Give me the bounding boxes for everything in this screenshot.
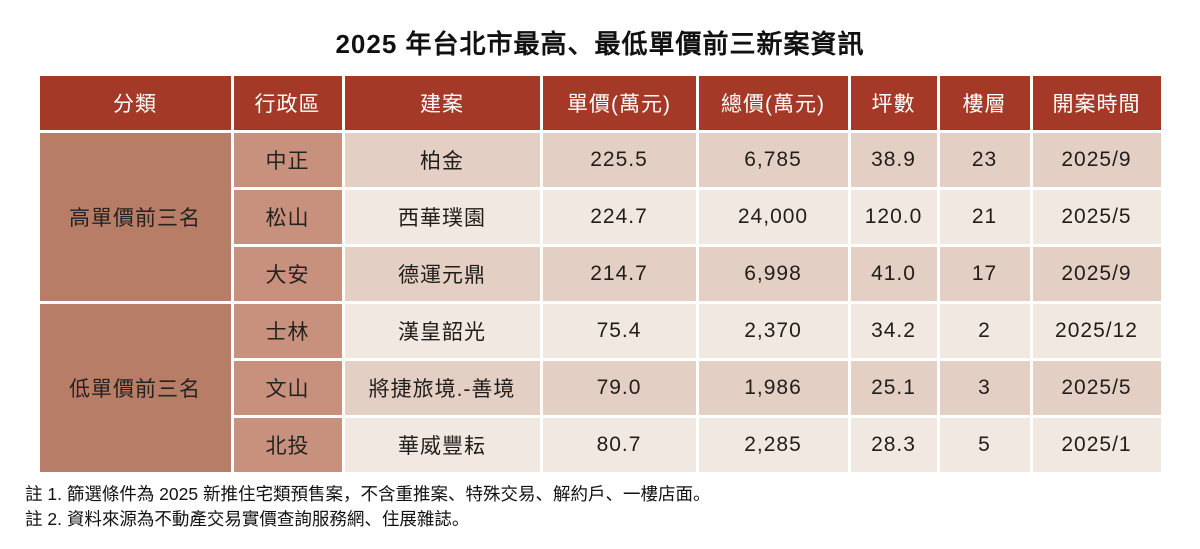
cell-district: 中正 xyxy=(230,130,345,190)
cell-district: 文山 xyxy=(230,358,345,418)
cell-launch-date: 2025/5 xyxy=(1029,187,1164,247)
header-cell-area: 坪數 xyxy=(847,73,940,133)
page-title: 2025 年台北市最高、最低單價前三新案資訊 xyxy=(335,29,865,59)
cell-floor: 17 xyxy=(936,244,1033,304)
cell-total-price: 6,998 xyxy=(695,244,851,304)
cell-unit-price: 79.0 xyxy=(539,358,699,418)
cell-launch-date: 2025/9 xyxy=(1029,244,1164,304)
cell-district: 北投 xyxy=(230,415,345,475)
cell-district: 士林 xyxy=(230,301,345,361)
table-row: 北投 華威豐耘 80.7 2,285 28.3 5 2025/1 xyxy=(38,415,1164,475)
cell-district: 大安 xyxy=(230,244,345,304)
cell-unit-price: 225.5 xyxy=(539,130,699,190)
cell-project: 將捷旅境.-善境 xyxy=(341,358,543,418)
cell-floor: 2 xyxy=(936,301,1033,361)
cell-area: 38.9 xyxy=(847,130,940,190)
cell-launch-date: 2025/12 xyxy=(1029,301,1164,361)
cell-floor: 23 xyxy=(936,130,1033,190)
footnotes: 註 1. 篩選條件為 2025 新推住宅類預售案，不含重推案、特殊交易、解約戶、… xyxy=(25,482,1200,532)
table-row: 松山 西華璞園 224.7 24,000 120.0 21 2025/5 xyxy=(38,187,1164,247)
cell-project: 柏金 xyxy=(341,130,543,190)
price-ranking-table: 分類 行政區 建案 單價(萬元) 總價(萬元) 坪數 樓層 開案時間 高單價前三… xyxy=(36,73,1164,475)
cell-area: 120.0 xyxy=(847,187,940,247)
header-cell-launch-date: 開案時間 xyxy=(1029,73,1164,133)
cell-district: 松山 xyxy=(230,187,345,247)
table-row: 低單價前三名 士林 漢皇韶光 75.4 2,370 34.2 2 2025/12 xyxy=(36,301,1164,475)
cell-unit-price: 80.7 xyxy=(539,415,699,475)
cell-project: 西華璞園 xyxy=(341,187,543,247)
cell-floor: 3 xyxy=(936,358,1033,418)
cell-floor: 5 xyxy=(936,415,1033,475)
header-row: 分類 行政區 建案 單價(萬元) 總價(萬元) 坪數 樓層 開案時間 xyxy=(36,73,1164,133)
table-row: 文山 將捷旅境.-善境 79.0 1,986 25.1 3 2025/5 xyxy=(38,358,1164,418)
cell-category-low: 低單價前三名 xyxy=(36,301,234,475)
cell-total-price: 2,285 xyxy=(695,415,851,475)
header-cell-floor: 樓層 xyxy=(936,73,1033,133)
cell-total-price: 24,000 xyxy=(695,187,851,247)
cell-project: 漢皇韶光 xyxy=(341,301,543,361)
header-cell-category: 分類 xyxy=(36,73,234,133)
footnote-1: 註 1. 篩選條件為 2025 新推住宅類預售案，不含重推案、特殊交易、解約戶、… xyxy=(25,484,711,504)
cell-floor: 21 xyxy=(936,187,1033,247)
cell-total-price: 6,785 xyxy=(695,130,851,190)
cell-total-price: 1,986 xyxy=(695,358,851,418)
footnote-2: 註 2. 資料來源為不動產交易實價查詢服務網、住展雜誌。 xyxy=(25,509,470,529)
cell-launch-date: 2025/5 xyxy=(1029,358,1164,418)
cell-area: 41.0 xyxy=(847,244,940,304)
cell-unit-price: 214.7 xyxy=(539,244,699,304)
cell-area: 28.3 xyxy=(847,415,940,475)
table-row: 大安 德運元鼎 214.7 6,998 41.0 17 2025/9 xyxy=(38,244,1164,304)
header-cell-total-price: 總價(萬元) xyxy=(695,73,851,133)
cell-project: 華威豐耘 xyxy=(341,415,543,475)
cell-unit-price: 224.7 xyxy=(539,187,699,247)
header-cell-project: 建案 xyxy=(341,73,543,133)
cell-area: 25.1 xyxy=(847,358,940,418)
cell-area: 34.2 xyxy=(847,301,940,361)
header-cell-district: 行政區 xyxy=(230,73,345,133)
cell-category-high: 高單價前三名 xyxy=(36,130,234,304)
cell-project: 德運元鼎 xyxy=(341,244,543,304)
cell-unit-price: 75.4 xyxy=(539,301,699,361)
cell-launch-date: 2025/9 xyxy=(1029,130,1164,190)
cell-launch-date: 2025/1 xyxy=(1029,415,1164,475)
header-cell-unit-price: 單價(萬元) xyxy=(539,73,699,133)
table-row: 高單價前三名 中正 柏金 225.5 6,785 38.9 23 2025/9 xyxy=(36,130,1164,304)
cell-total-price: 2,370 xyxy=(695,301,851,361)
